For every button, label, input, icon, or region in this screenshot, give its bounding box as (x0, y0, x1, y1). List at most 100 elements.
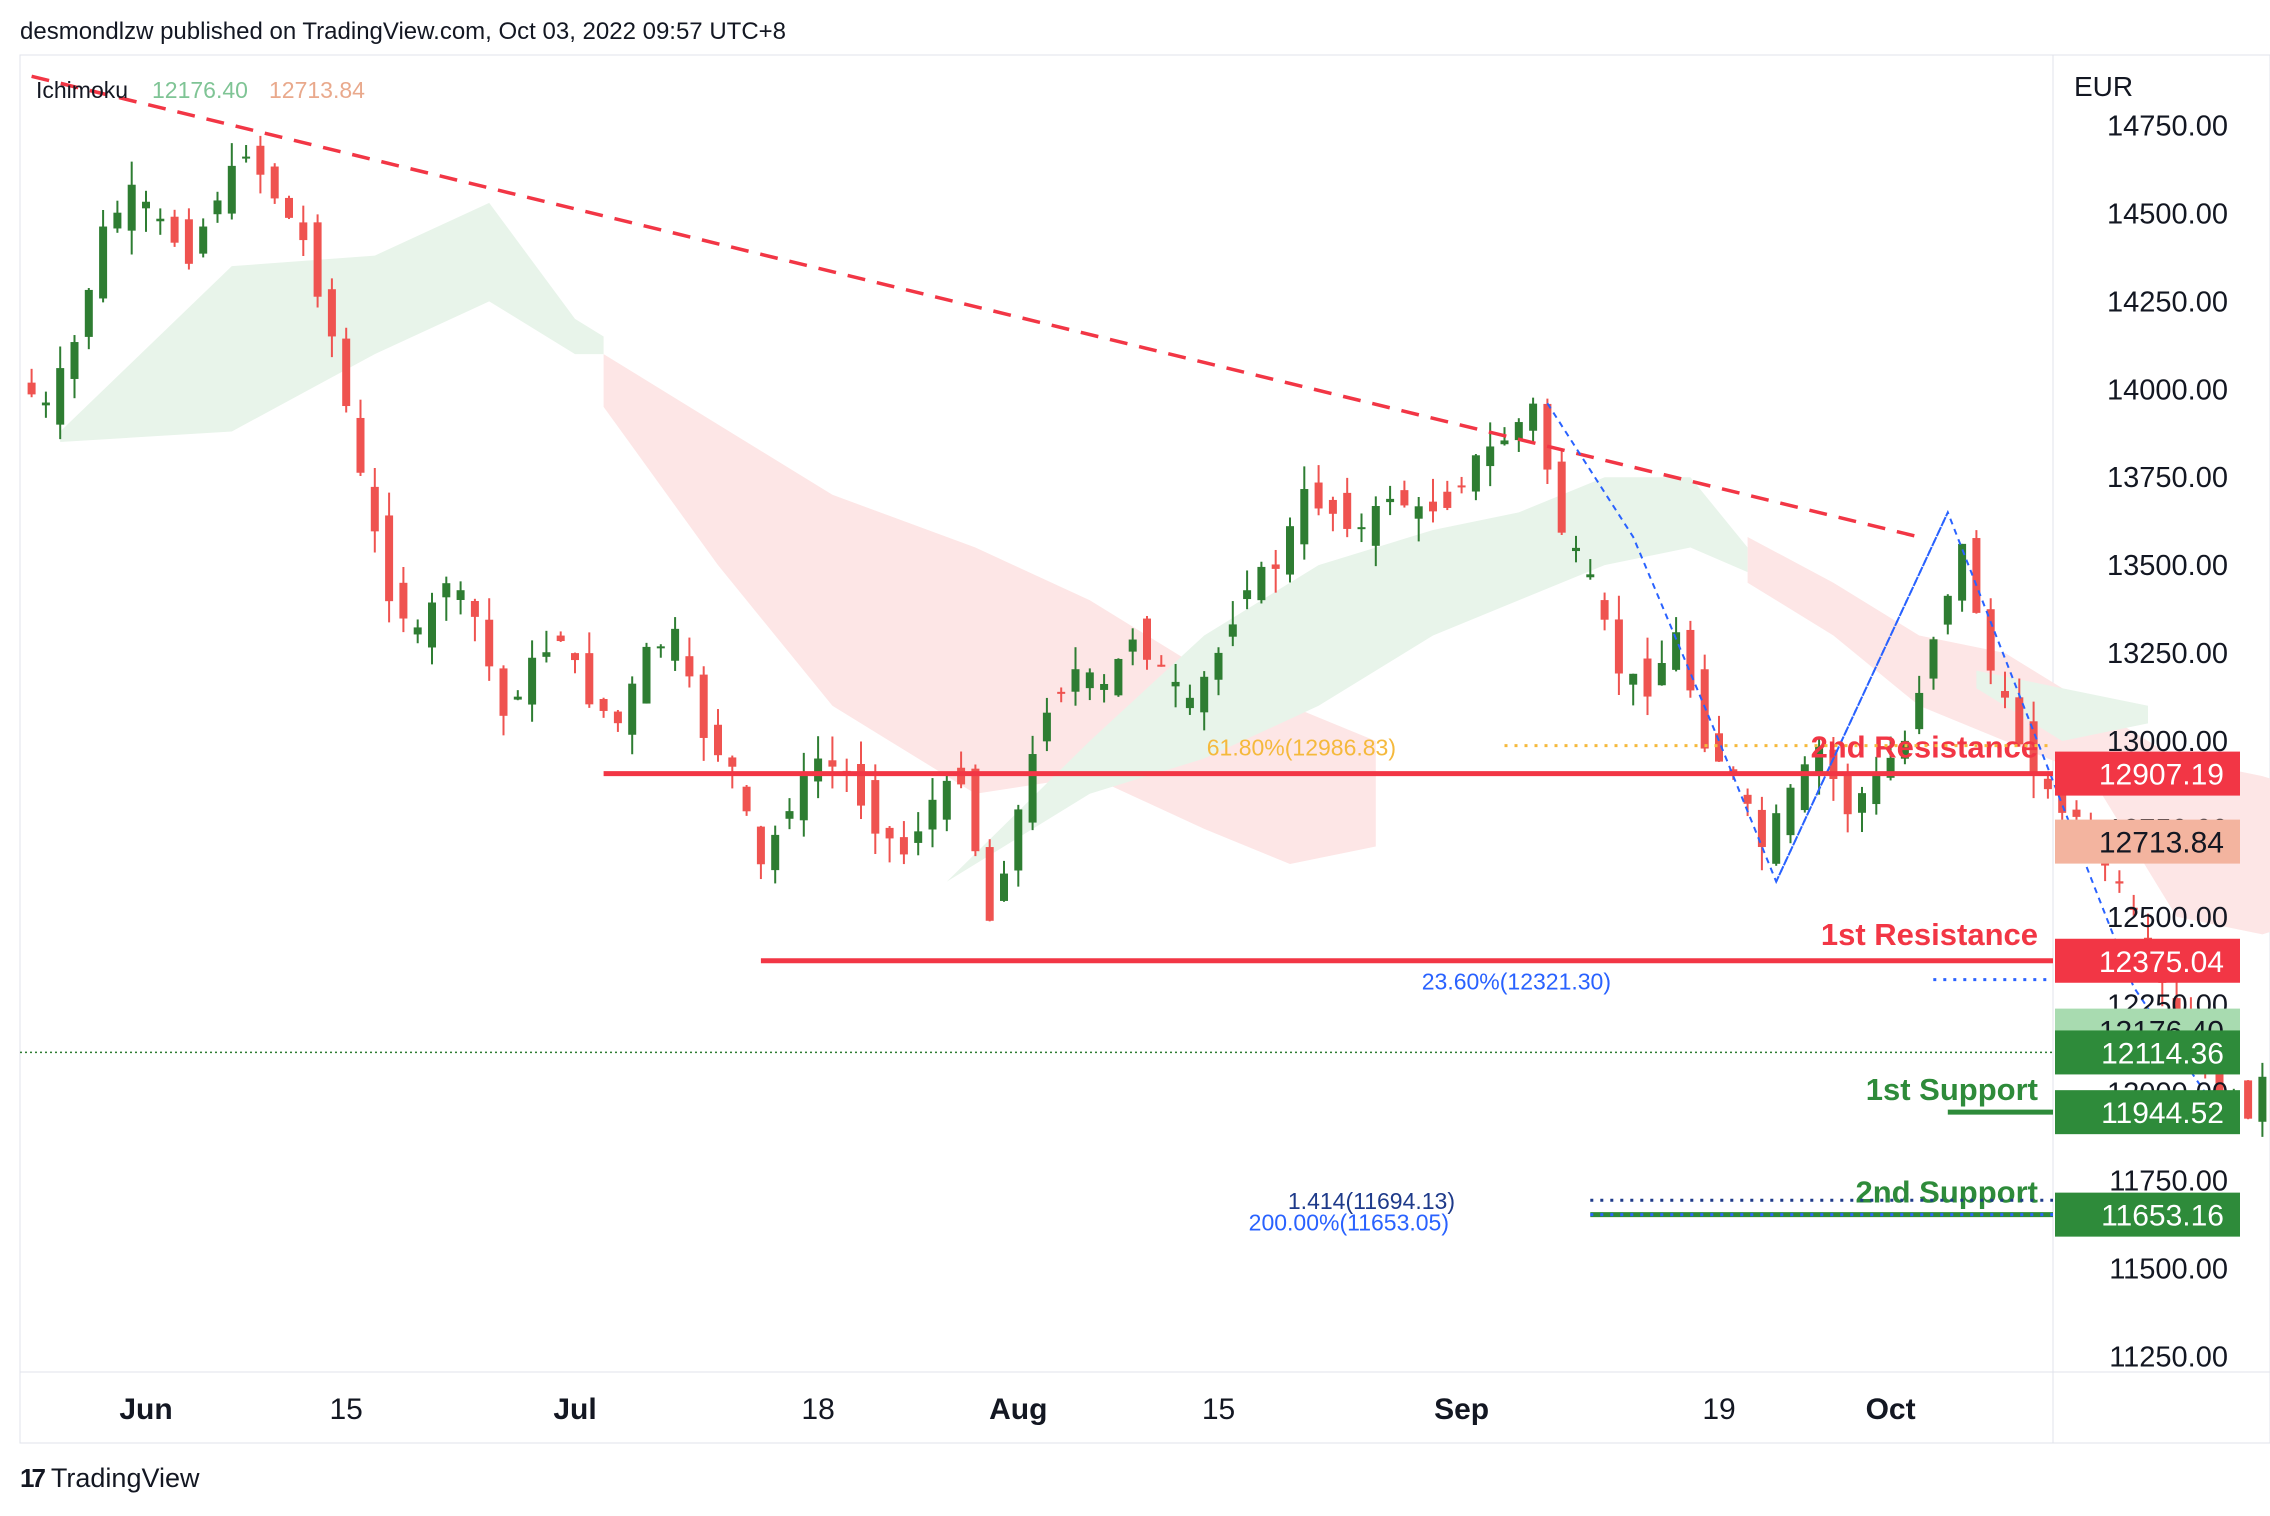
candle[interactable] (2115, 870, 2124, 893)
candle[interactable] (1915, 675, 1924, 735)
candle[interactable] (1071, 647, 1080, 706)
candle[interactable] (499, 665, 508, 736)
candle[interactable] (1900, 730, 1909, 765)
candle[interactable] (70, 335, 79, 399)
candle[interactable] (1028, 735, 1037, 831)
candle[interactable] (413, 619, 422, 644)
candle[interactable] (313, 214, 322, 308)
candle[interactable] (1328, 496, 1337, 532)
candle[interactable] (1000, 860, 1008, 902)
candle[interactable] (1972, 530, 1981, 614)
candle[interactable] (113, 200, 122, 233)
candle[interactable] (442, 576, 451, 621)
candle[interactable] (714, 709, 722, 762)
candle[interactable] (1858, 786, 1866, 833)
candle[interactable] (1600, 592, 1609, 631)
candle[interactable] (1042, 697, 1051, 752)
candle[interactable] (1457, 476, 1466, 494)
candle[interactable] (1128, 628, 1137, 666)
candle[interactable] (1471, 454, 1480, 501)
candle[interactable] (285, 195, 293, 220)
candle[interactable] (99, 209, 108, 303)
candle[interactable] (56, 346, 65, 440)
candle[interactable] (84, 288, 93, 350)
candle[interactable] (213, 191, 222, 223)
harmonic-pattern-line[interactable] (1775, 511, 1949, 883)
candle[interactable] (1529, 397, 1538, 444)
candle[interactable] (1114, 658, 1123, 697)
candle[interactable] (1872, 756, 1881, 815)
candle[interactable] (814, 736, 823, 799)
brand-footer[interactable]: 17 TradingView (20, 1463, 200, 1494)
candle[interactable] (585, 632, 594, 708)
candle[interactable] (227, 143, 236, 220)
candle[interactable] (170, 209, 179, 247)
candle[interactable] (1343, 477, 1352, 538)
candle[interactable] (1829, 736, 1838, 801)
candle[interactable] (370, 468, 379, 553)
candle[interactable] (1786, 784, 1795, 844)
candle[interactable] (1629, 673, 1638, 706)
candle[interactable] (127, 161, 136, 255)
candle[interactable] (1371, 496, 1380, 567)
candle[interactable] (156, 208, 165, 235)
candle[interactable] (1414, 497, 1423, 542)
candle[interactable] (356, 399, 365, 476)
candle[interactable] (857, 741, 865, 820)
candle[interactable] (1057, 687, 1066, 703)
candle[interactable] (685, 637, 694, 688)
candle[interactable] (971, 764, 980, 857)
candle[interactable] (399, 567, 408, 633)
candle[interactable] (1572, 535, 1580, 563)
candle[interactable] (1286, 517, 1294, 583)
candle[interactable] (1357, 513, 1366, 543)
candle[interactable] (485, 598, 494, 681)
candle[interactable] (928, 778, 937, 848)
candle[interactable] (41, 391, 50, 418)
candle[interactable] (771, 825, 780, 884)
candle[interactable] (142, 190, 150, 232)
candle[interactable] (1014, 804, 1023, 887)
candle[interactable] (1815, 738, 1824, 795)
candle[interactable] (1443, 480, 1452, 511)
candle[interactable] (1557, 449, 1566, 535)
candle[interactable] (1514, 418, 1523, 452)
candle[interactable] (385, 492, 394, 623)
candle[interactable] (1300, 466, 1309, 560)
candle[interactable] (1214, 647, 1223, 696)
candle[interactable] (1643, 637, 1652, 716)
candle[interactable] (1543, 398, 1552, 485)
candle[interactable] (2129, 894, 2138, 916)
candle[interactable] (2258, 1062, 2267, 1137)
candle[interactable] (699, 666, 708, 761)
candle[interactable] (785, 798, 794, 830)
candle[interactable] (1586, 559, 1595, 580)
candle[interactable] (571, 652, 579, 674)
candle[interactable] (1614, 595, 1623, 696)
candle[interactable] (1657, 640, 1666, 686)
candle[interactable] (470, 598, 479, 642)
candle[interactable] (1943, 594, 1952, 635)
candle[interactable] (1986, 598, 1995, 685)
candle[interactable] (1200, 671, 1209, 731)
candle[interactable] (270, 163, 279, 204)
candle[interactable] (2001, 671, 2009, 709)
candle[interactable] (1929, 636, 1938, 690)
candle[interactable] (1271, 549, 1280, 593)
candle[interactable] (1400, 480, 1409, 508)
candle[interactable] (528, 640, 537, 722)
candle[interactable] (1157, 655, 1166, 667)
candle[interactable] (1143, 615, 1151, 670)
candle[interactable] (327, 278, 336, 358)
candle[interactable] (828, 736, 837, 789)
candle[interactable] (542, 630, 551, 663)
candle[interactable] (1185, 684, 1194, 715)
indicator-name[interactable]: Ichimoku (36, 77, 128, 103)
candle[interactable] (513, 690, 522, 701)
candle[interactable] (1672, 617, 1681, 672)
candle[interactable] (342, 327, 351, 413)
candle[interactable] (799, 752, 808, 837)
candle[interactable] (1700, 654, 1709, 753)
candle[interactable] (642, 642, 651, 704)
